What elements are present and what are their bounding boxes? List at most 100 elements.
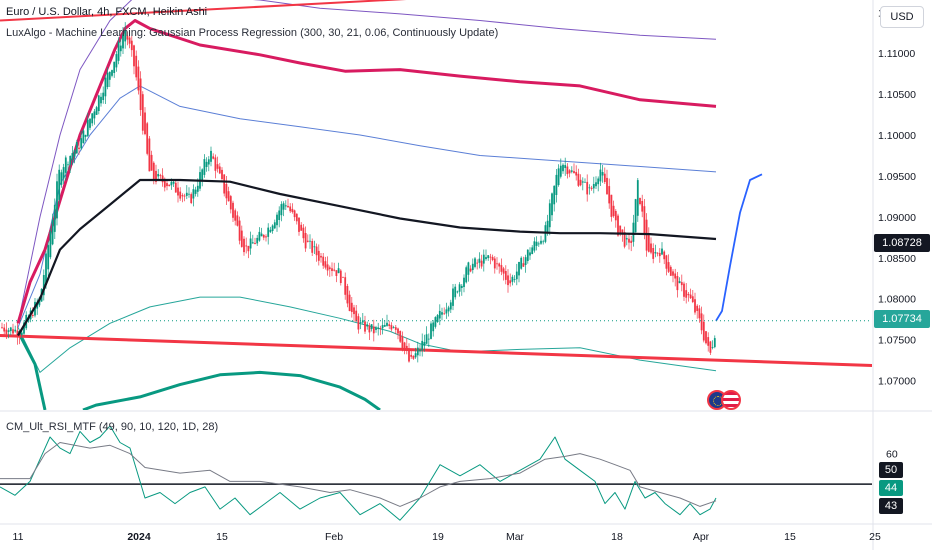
candle-body (458, 284, 461, 292)
candle-body (216, 164, 219, 169)
candle-body (643, 206, 646, 234)
candle-body (674, 273, 677, 279)
y-tick-label: 1.11000 (878, 48, 915, 60)
candle-body (707, 337, 710, 346)
candle-body (632, 222, 635, 242)
candle-body (408, 348, 410, 362)
indicator-legend-gpr[interactable]: LuxAlgo - Machine Learning: Gaussian Pro… (6, 27, 499, 39)
candle-body (522, 263, 525, 267)
candle-body (322, 256, 325, 266)
candle-body (568, 170, 571, 174)
candle-body (507, 275, 509, 286)
candle-body (379, 328, 382, 329)
candle-body (414, 353, 417, 358)
candle-body (293, 210, 296, 218)
candle-body (247, 245, 250, 252)
candle-body (289, 206, 292, 212)
candle-body (551, 193, 553, 216)
main-pane (0, 0, 872, 410)
candle-body (161, 175, 164, 183)
candle-body (309, 240, 311, 242)
candle-body (172, 181, 175, 184)
candle-body (562, 164, 564, 172)
candle-body (590, 187, 593, 189)
candle-body (328, 267, 331, 270)
candle-body (23, 322, 25, 334)
y-tick-label: 1.10500 (878, 89, 916, 101)
candle-body (630, 240, 633, 243)
candle-body (157, 174, 160, 177)
candle-body (229, 196, 232, 210)
candle-body (579, 179, 582, 186)
candle-body (124, 30, 127, 42)
series-upper-thick (16, 19, 717, 324)
candle-body (315, 246, 318, 256)
candle-body (685, 290, 688, 298)
candle-body (258, 231, 261, 241)
candle-body (300, 224, 303, 231)
rsi-series-signal (0, 442, 717, 507)
candle-body (410, 354, 413, 357)
indicator-legend-rsi[interactable]: CM_Ult_RSI_MTF (49, 90, 10, 120, 1D, 28) (6, 421, 219, 433)
candle-body (700, 313, 703, 331)
rsi-level-label: 50 (879, 462, 903, 478)
candle-body (397, 328, 399, 334)
candle-body (452, 288, 454, 306)
candle-body (658, 252, 661, 257)
candle-body (375, 327, 377, 330)
candle-body (346, 286, 349, 304)
candle-body (533, 241, 536, 251)
candle-body (654, 252, 657, 254)
candle-body (115, 54, 118, 68)
candle-body (619, 225, 622, 234)
candle-body (276, 214, 278, 226)
candle-body (82, 130, 85, 144)
candle-body (496, 263, 498, 265)
candle-body (392, 327, 395, 328)
candle-body (366, 324, 369, 327)
candle-body (423, 342, 426, 346)
candle-body (221, 169, 223, 179)
candle-body (350, 302, 353, 312)
candle-body (665, 255, 668, 269)
candle-body (584, 181, 586, 183)
candle-body (67, 164, 69, 166)
candle-body (645, 219, 648, 251)
candle-body (339, 270, 342, 283)
candle-body (16, 330, 19, 337)
candle-body (372, 326, 375, 334)
currency-button[interactable]: USD (880, 6, 924, 28)
candle-body (93, 111, 96, 119)
candle-body (661, 248, 663, 255)
candle-body (207, 159, 210, 165)
economic-events[interactable] (707, 389, 755, 411)
candle-body (137, 66, 140, 91)
us-flag-icon[interactable] (721, 390, 741, 410)
x-tick-label: Feb (325, 531, 343, 543)
candle-body (434, 317, 437, 327)
candle-body (419, 349, 421, 352)
candle-body (133, 45, 135, 67)
candle-body (636, 180, 639, 216)
y-tick-label: 1.08000 (878, 294, 916, 306)
x-tick-label: 25 (869, 531, 881, 543)
candle-body (469, 268, 472, 272)
candle-body (302, 227, 305, 239)
series-upper-trendline (0, 0, 407, 22)
candle-body (236, 215, 239, 226)
candle-body (256, 237, 259, 244)
candle-body (45, 253, 47, 286)
candle-body (489, 256, 492, 258)
candle-body (344, 277, 347, 295)
candle-body (441, 312, 443, 315)
candle-body (84, 134, 87, 137)
x-tick-label: 18 (611, 531, 623, 543)
candle-body (709, 341, 712, 353)
candle-body (128, 37, 131, 44)
candle-body (196, 185, 199, 192)
candle-body (14, 329, 17, 332)
candle-body (504, 271, 507, 280)
candle-body (526, 249, 529, 261)
candle-body (223, 174, 226, 194)
